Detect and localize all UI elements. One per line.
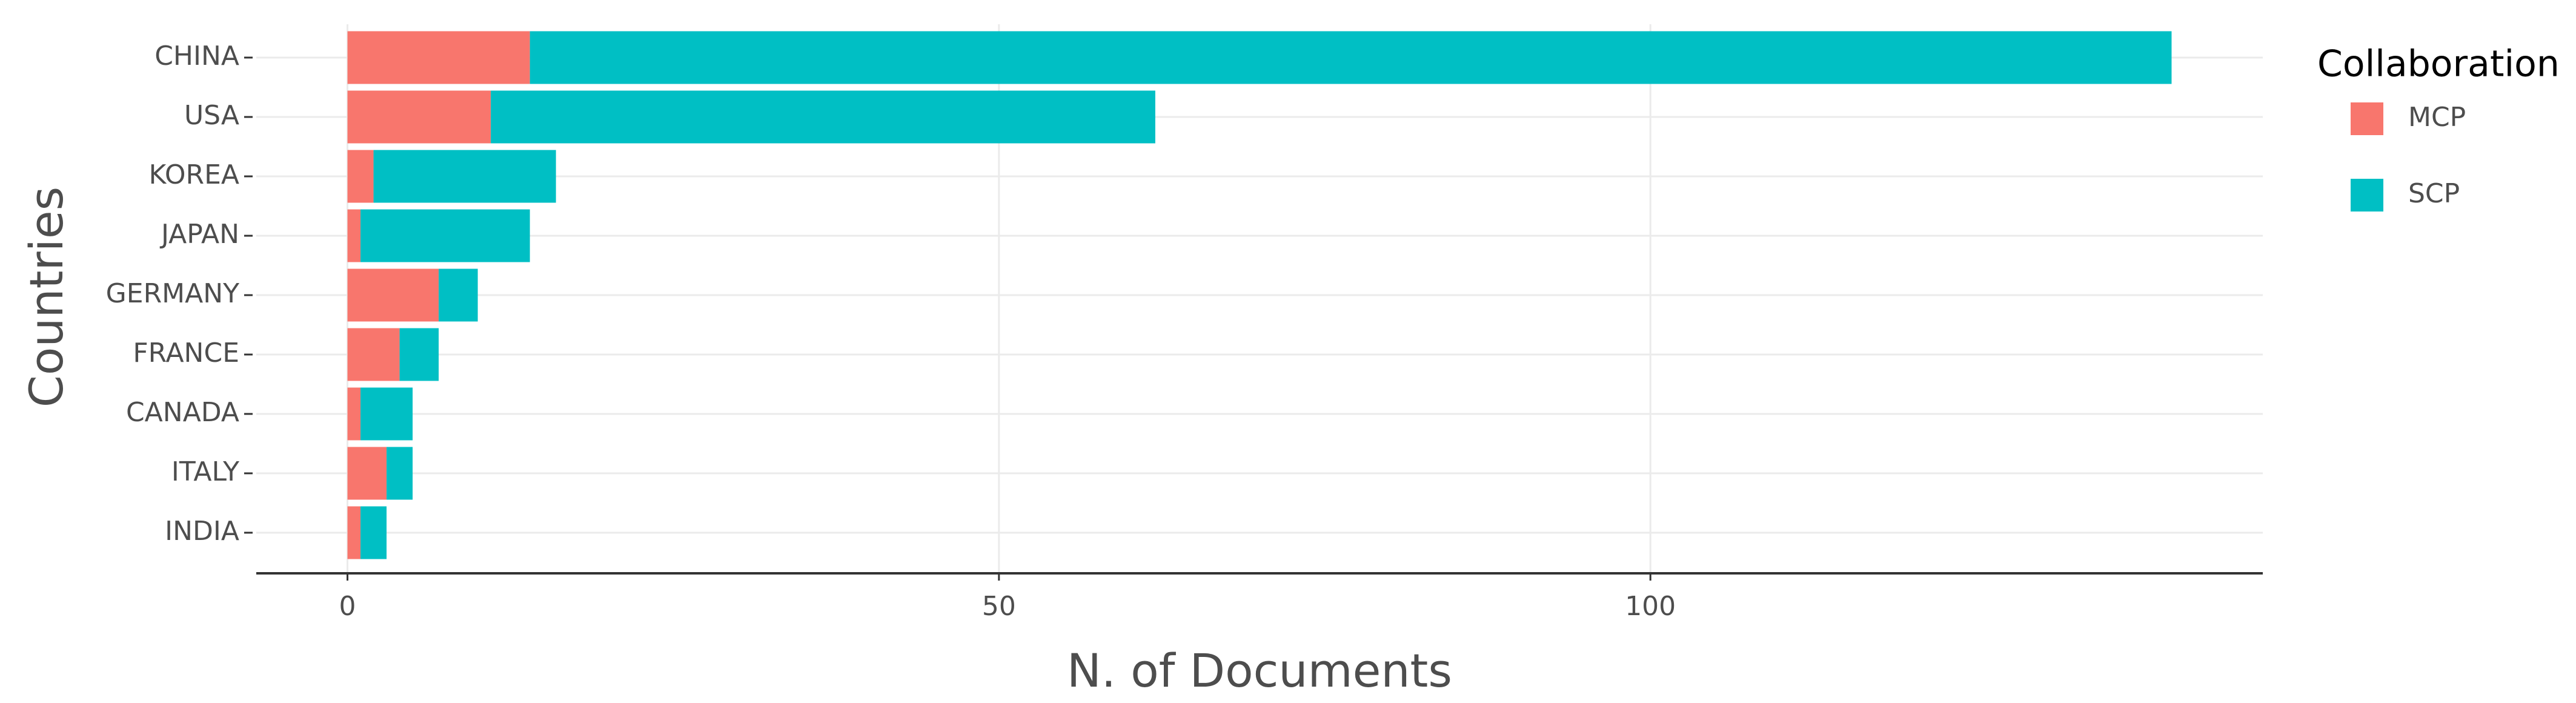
- bar-segment: [347, 328, 400, 381]
- bar-segment: [491, 90, 1155, 144]
- bar-segment: [387, 447, 413, 500]
- bar-segment: [347, 506, 361, 559]
- x-tick-label: 0: [339, 591, 356, 622]
- legend-label: MCP: [2408, 102, 2466, 133]
- y-tick-label: USA: [184, 100, 239, 131]
- bar-segment: [347, 447, 387, 500]
- y-tick-label: KOREA: [148, 159, 239, 190]
- legend-key: [2351, 179, 2383, 212]
- y-tick-label: INDIA: [165, 516, 239, 547]
- bar-segment: [439, 268, 478, 322]
- y-tick-label: FRANCE: [133, 338, 239, 368]
- y-tick-label: JAPAN: [159, 219, 239, 250]
- x-tick-label: 50: [982, 591, 1016, 622]
- bar-segment: [373, 150, 556, 203]
- y-tick-label: ITALY: [171, 456, 239, 487]
- bar-segment: [360, 209, 530, 262]
- x-tick-label: 100: [1625, 591, 1676, 622]
- y-tick-label: GERMANY: [106, 278, 239, 309]
- bar-segment: [347, 387, 361, 441]
- x-axis-title: N. of Documents: [1067, 644, 1452, 698]
- bar-segment: [360, 506, 387, 559]
- bar-segment: [347, 209, 361, 262]
- bar-segment: [399, 328, 439, 381]
- y-axis-title: Countries: [19, 187, 73, 407]
- legend-key: [2351, 102, 2383, 135]
- y-tick-label: CHINA: [154, 41, 239, 72]
- y-tick-label: CANADA: [126, 397, 239, 428]
- legend-label: SCP: [2408, 178, 2460, 209]
- bar-segment: [360, 387, 413, 441]
- bar-segment: [347, 268, 439, 322]
- bar-segment: [347, 150, 374, 203]
- bar-segment: [347, 31, 530, 84]
- legend-title: Collaboration: [2317, 43, 2560, 85]
- bar-segment: [529, 31, 2172, 84]
- bar-segment: [347, 90, 491, 144]
